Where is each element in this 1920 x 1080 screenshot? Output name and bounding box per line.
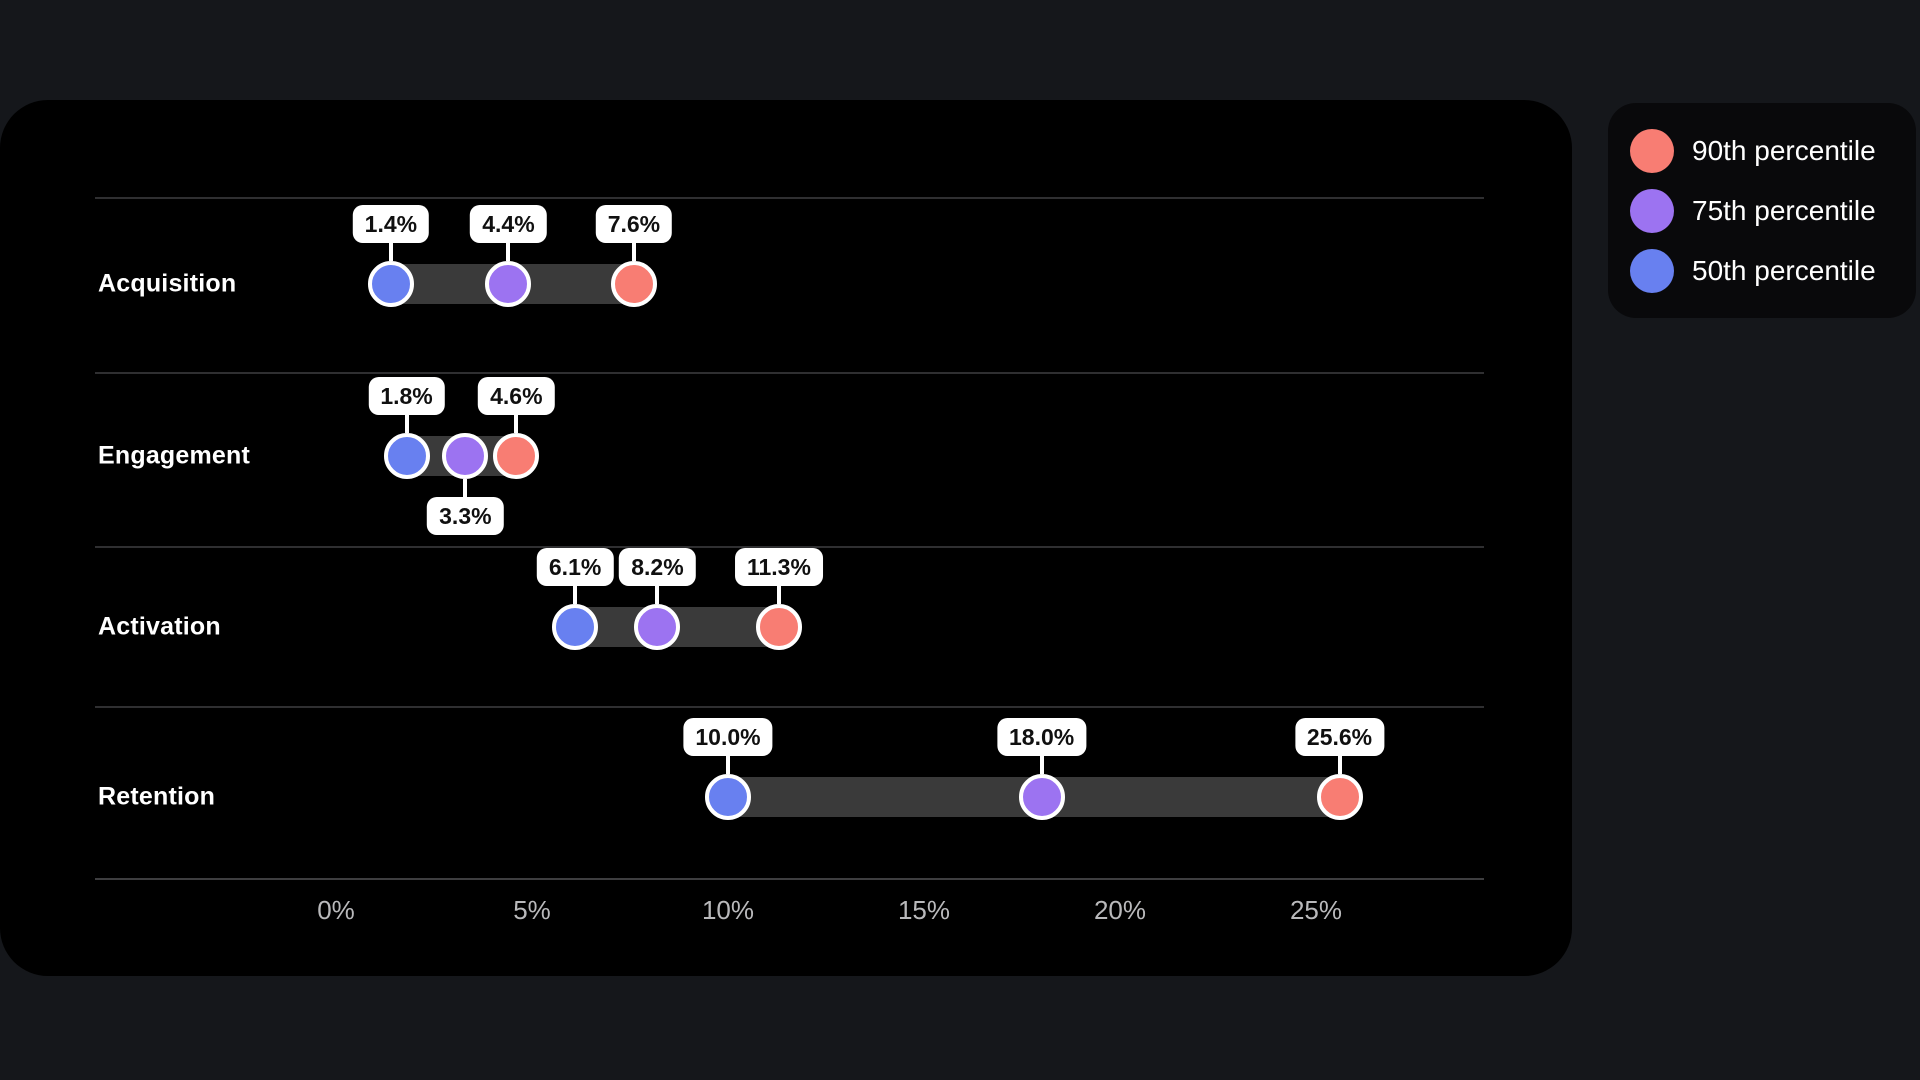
value-label: 7.6% (595, 205, 673, 243)
x-axis-tick-label: 0% (317, 895, 355, 925)
value-label: 8.2% (619, 548, 696, 586)
legend: 90th percentile 75th percentile 50th per… (1608, 103, 1916, 318)
category-label: Engagement (98, 441, 251, 470)
percentile-dot-90th (493, 433, 540, 479)
legend-item-75th: 75th percentile (1630, 188, 1916, 233)
percentile-dot-75th (485, 261, 532, 307)
x-axis-tick-label: 15% (897, 895, 951, 925)
value-label-stem (404, 415, 409, 433)
x-axis-line (95, 878, 1484, 880)
row-separator (95, 372, 1484, 374)
category-label: Retention (98, 782, 216, 811)
x-axis-tick-label: 5% (513, 895, 551, 925)
value-label: 1.8% (368, 377, 445, 415)
row-separator (95, 546, 1484, 548)
value-label-stem (776, 586, 781, 604)
value-label: 4.4% (470, 205, 547, 243)
percentile-dot-50th (367, 261, 414, 307)
percentile-dumbbell-chart: Acquisition 1.4% 4.4% 7.6% Engagement 1.8% 3.3… (0, 100, 1572, 976)
x-axis-tick-label: 10% (701, 895, 755, 925)
legend-label: 75th percentile (1692, 194, 1876, 226)
value-label: 25.6% (1294, 718, 1385, 756)
value-label-stem (388, 243, 393, 261)
percentile-dot-50th (383, 433, 430, 479)
x-axis-tick-label: 25% (1289, 895, 1343, 925)
value-label: 3.3% (427, 497, 504, 535)
legend-swatch-75th (1630, 188, 1674, 233)
percentile-dot-50th (705, 774, 751, 820)
value-label-stem (655, 586, 660, 604)
value-label: 4.6% (478, 377, 555, 415)
percentile-dot-90th (610, 261, 657, 307)
legend-label: 90th percentile (1692, 134, 1876, 166)
legend-item-90th: 90th percentile (1630, 128, 1916, 173)
row-separator (95, 706, 1484, 708)
category-label: Acquisition (98, 269, 237, 298)
percentile-dot-50th (552, 604, 599, 650)
value-label: 18.0% (996, 718, 1087, 756)
value-label-stem (631, 243, 636, 261)
value-label-stem (506, 243, 511, 261)
legend-swatch-50th (1630, 248, 1674, 293)
value-label-stem (573, 586, 578, 604)
percentile-dot-75th (634, 604, 681, 650)
legend-swatch-90th (1630, 128, 1674, 173)
legend-item-50th: 50th percentile (1630, 248, 1916, 293)
x-axis-tick-label: 20% (1093, 895, 1147, 925)
row-separator (95, 197, 1484, 199)
value-label-stem (514, 415, 519, 433)
category-label: Activation (98, 612, 221, 641)
value-label-stem (1039, 756, 1044, 774)
percentile-dot-90th (1316, 774, 1363, 820)
percentile-dot-75th (1018, 774, 1065, 820)
percentile-dot-90th (755, 604, 802, 650)
chart-panel: Acquisition 1.4% 4.4% 7.6% Engagement 1.8% 3.3… (0, 100, 1572, 976)
value-label-stem (463, 479, 468, 497)
percentile-dot-75th (442, 433, 489, 479)
value-label: 11.3% (734, 548, 823, 586)
value-label: 10.0% (683, 718, 773, 756)
value-label: 1.4% (352, 205, 430, 243)
legend-label: 50th percentile (1692, 254, 1876, 286)
value-label-stem (1337, 756, 1342, 774)
value-label: 6.1% (536, 548, 614, 586)
value-label-stem (726, 756, 730, 774)
